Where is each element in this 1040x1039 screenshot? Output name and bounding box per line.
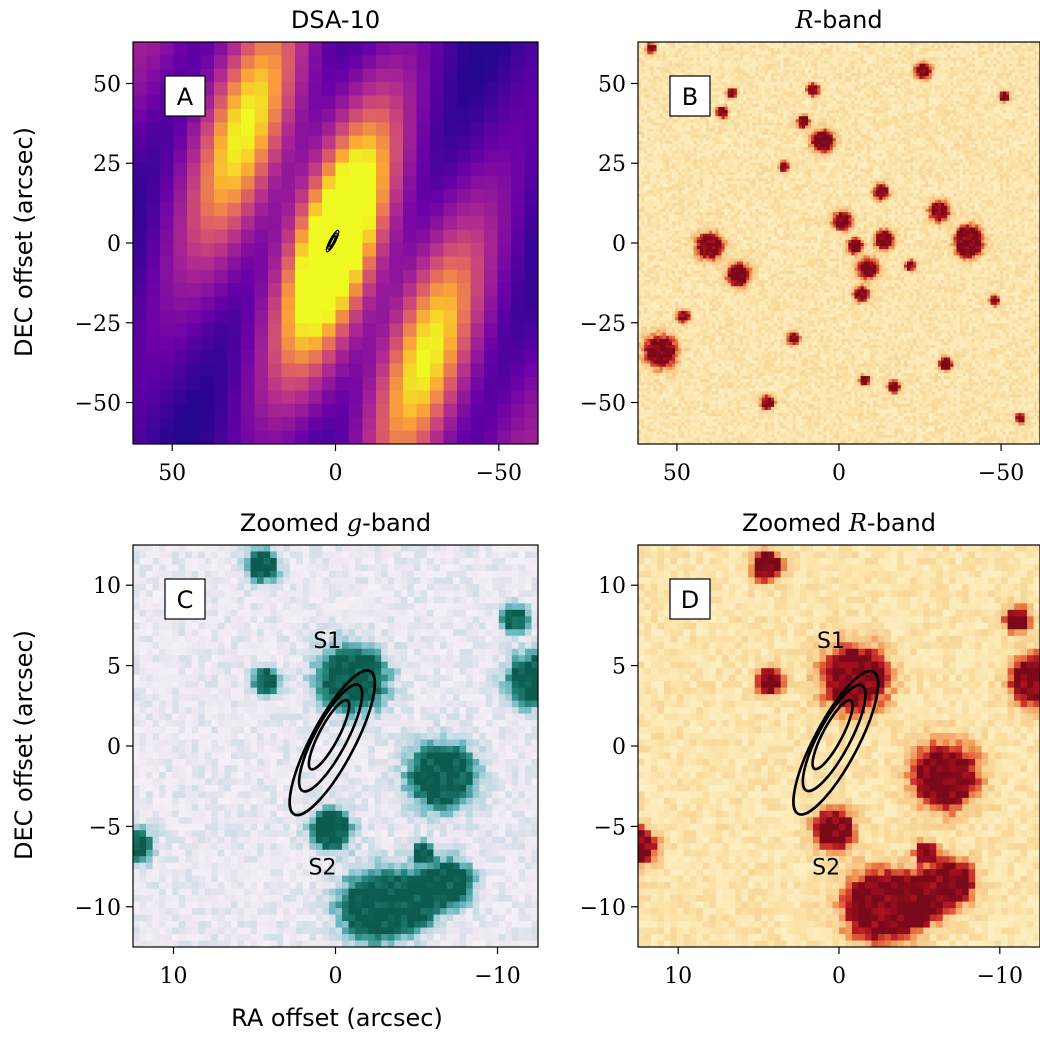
x-tick-label-B-0: 50: [663, 461, 691, 486]
y-tick-label-B-4: −50: [580, 392, 626, 417]
panel-letter-B: B: [682, 83, 698, 111]
source-label-D-s2: S2: [812, 856, 840, 881]
x-axis-label: RA offset (arcsec): [231, 1004, 443, 1032]
y-tick-label-C-0: 10: [93, 574, 121, 599]
y-tick-label-B-3: −25: [580, 312, 626, 337]
y-tick-label-C-1: 5: [107, 655, 121, 680]
panel-title-D: Zoomed R-band: [742, 509, 936, 537]
contour-C-0: [288, 669, 377, 817]
x-tick-label-C-1: 0: [329, 964, 343, 989]
y-tick-label-C-3: −5: [89, 815, 121, 840]
panel-letter-A: A: [177, 83, 194, 111]
x-tick-label-C-0: 10: [160, 964, 188, 989]
panel-letter-box-D: [669, 578, 711, 620]
panel-letter-box-B: [669, 75, 711, 117]
contour-C-2: [307, 698, 351, 771]
contour-A-0: [325, 229, 340, 253]
panel-D: 10 0 −10 10 5 0 −5 −10 Zoomed R-band D S1 S2: [580, 509, 1040, 989]
y-tick-label-D-0: 10: [598, 574, 626, 599]
contour-D-0: [792, 669, 880, 816]
panel-letter-box-C: [164, 578, 206, 620]
contours-D: [792, 669, 880, 816]
y-tick-label-B-2: 0: [612, 232, 626, 257]
y-axis-label-top: DEC offset (arcsec): [10, 127, 38, 357]
panel-title-A: DSA-10: [291, 6, 380, 34]
x-tick-label-B-1: 0: [832, 461, 846, 486]
y-tick-label-A-3: −25: [75, 312, 121, 337]
panel-A: 50 0 −50 50 25 0 −25 −50 DSA-10 A: [75, 6, 539, 486]
panel-title-B: R-band: [794, 6, 882, 34]
source-label-D-s1: S1: [817, 629, 845, 654]
y-tick-label-D-1: 5: [612, 655, 626, 680]
source-label-C-s2: S2: [309, 856, 337, 881]
y-tick-label-B-0: 50: [598, 72, 626, 97]
panel-C: 10 0 −10 10 5 0 −5 −10 Zoomed g-band C S1 S2: [75, 509, 539, 989]
y-tick-label-C-2: 0: [107, 735, 121, 760]
x-tick-label-C-2: −10: [474, 964, 520, 989]
y-tick-label-B-1: 25: [598, 152, 626, 177]
y-tick-label-A-2: 0: [107, 232, 121, 257]
y-tick-label-C-4: −10: [75, 896, 121, 921]
panel-letter-box-A: [164, 75, 206, 117]
x-tick-label-D-2: −10: [977, 964, 1023, 989]
contour-C-1: [297, 683, 364, 793]
image-A: [133, 42, 538, 444]
x-tick-label-D-0: 10: [664, 964, 692, 989]
x-tick-label-D-1: 0: [832, 964, 846, 989]
panel-title-C: Zoomed g-band: [240, 509, 431, 537]
panel-letter-C: C: [177, 586, 194, 614]
image-C: [133, 545, 538, 947]
x-tick-label-A-0: 50: [158, 461, 186, 486]
panel-B: 50 0 −50 50 25 0 −25 −50 R-band B: [580, 6, 1040, 486]
y-tick-label-A-0: 50: [93, 72, 121, 97]
y-tick-label-D-2: 0: [612, 735, 626, 760]
contour-D-1: [801, 683, 867, 793]
y-tick-label-A-1: 25: [93, 152, 121, 177]
contours-C: [288, 669, 377, 817]
panel-letter-D: D: [681, 586, 699, 614]
x-tick-label-B-2: −50: [978, 461, 1024, 486]
y-axis-label-bottom: DEC offset (arcsec): [10, 630, 38, 860]
y-tick-label-A-4: −50: [75, 392, 121, 417]
x-tick-label-A-2: −50: [476, 461, 522, 486]
x-tick-label-A-1: 0: [329, 461, 343, 486]
contour-A-2: [328, 234, 337, 248]
y-tick-label-D-4: −10: [580, 896, 626, 921]
contours-A: [325, 229, 340, 253]
image-D: [638, 545, 1040, 947]
image-B: [638, 42, 1040, 444]
source-label-C-s1: S1: [313, 629, 341, 654]
y-tick-label-D-3: −5: [594, 815, 626, 840]
contour-A-1: [327, 232, 338, 250]
contour-D-2: [811, 699, 854, 771]
